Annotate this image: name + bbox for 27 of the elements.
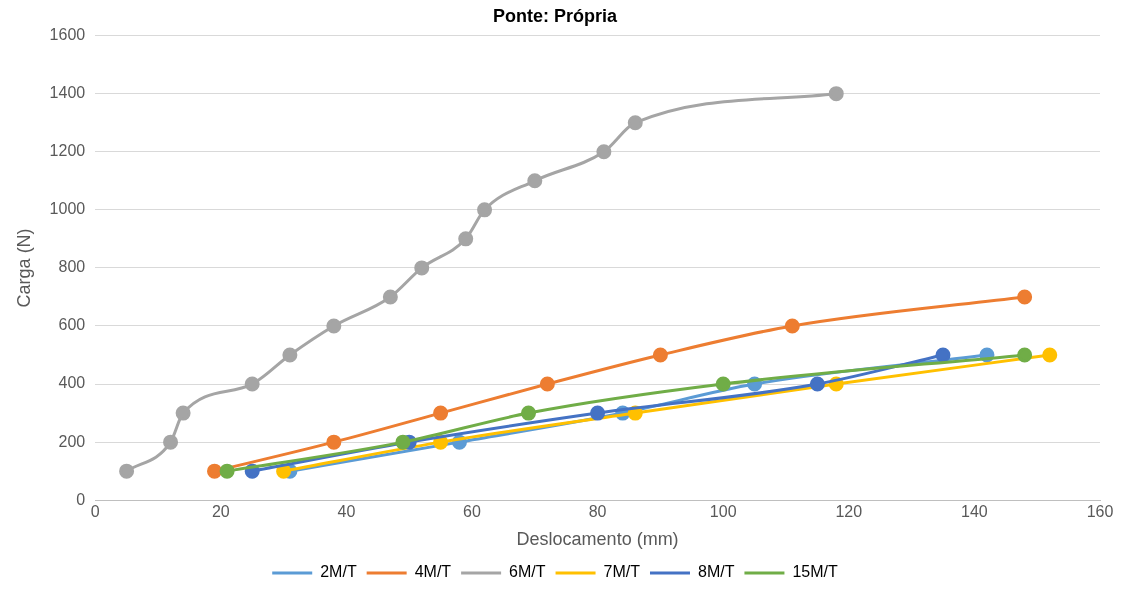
x-tick-label: 60 [463, 503, 481, 521]
y-tick-label: 200 [58, 432, 86, 450]
x-tick-label: 20 [211, 503, 230, 521]
y-tick-label: 600 [58, 316, 86, 334]
y-axis-title: Carga (N) [13, 228, 34, 308]
y-tick-label: 1400 [49, 84, 86, 102]
x-tick-label: 100 [709, 503, 737, 521]
y-tick-label: 1000 [49, 200, 86, 218]
x-tick-label: 140 [961, 503, 988, 521]
x-tick-label: 160 [1086, 503, 1114, 521]
x-tick-label: 80 [588, 503, 607, 521]
legend-label: 8M/T [698, 563, 735, 581]
legend-label: 15M/T [792, 563, 839, 581]
legend-label: 2M/T [320, 563, 357, 581]
y-tick-label: 0 [76, 490, 86, 508]
y-tick-label: 1600 [49, 26, 86, 44]
legend-label: 6M/T [509, 563, 546, 581]
chart-title: Ponte: Própria [492, 5, 618, 26]
x-axis-title: Deslocamento (mm) [516, 529, 679, 550]
y-tick-label: 1200 [49, 142, 86, 160]
legend-label: 4M/T [414, 563, 452, 581]
x-tick-label: 120 [835, 503, 863, 521]
y-tick-label: 400 [58, 374, 86, 392]
x-tick-label: 40 [337, 503, 356, 521]
y-tick-label: 800 [58, 258, 86, 276]
x-tick-label: 0 [90, 503, 100, 521]
legend-label: 7M/T [603, 563, 641, 581]
